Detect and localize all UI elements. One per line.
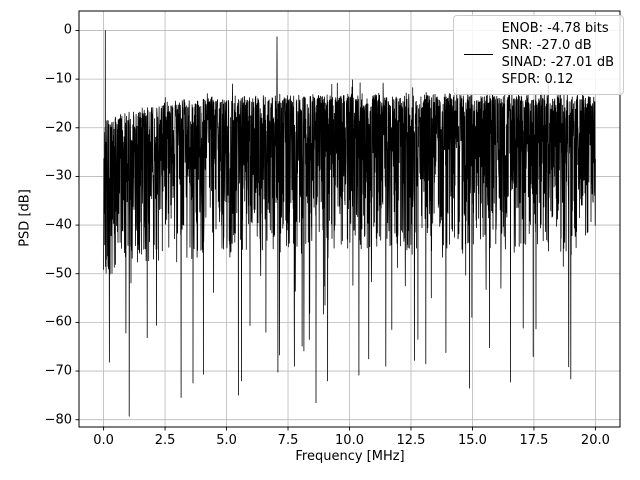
legend-entry-sfdr: SFDR: 0.12: [501, 71, 574, 87]
x-tick-label: 17.5: [519, 433, 549, 448]
legend-text-block: ENOB: -4.78 bits SNR: -27.0 dB SINAD: -2…: [502, 21, 614, 89]
x-tick-label: 20.0: [580, 433, 610, 448]
x-tick-label: 15.0: [457, 433, 487, 448]
x-tick-label: 5.0: [216, 433, 237, 448]
x-axis-label: Frequency [MHz]: [295, 449, 405, 464]
y-tick-label: −20: [44, 120, 72, 136]
axes-spines: [78, 10, 621, 428]
x-tick-label: 12.5: [396, 433, 426, 448]
legend-entry-snr: SNR: -27.0 dB: [501, 37, 592, 53]
psd-trace: [103, 30, 596, 417]
x-tick-label: 7.5: [277, 433, 299, 448]
x-tick-label: 10.0: [335, 433, 364, 448]
y-tick-label: −50: [44, 266, 72, 282]
y-tick-label: −70: [44, 363, 72, 379]
x-tick-label: 2.5: [154, 433, 176, 448]
legend-entry-enob: ENOB: -4.78 bits: [501, 21, 609, 36]
legend-line-sample: [463, 54, 493, 56]
y-tick-label: −40: [44, 217, 72, 233]
y-axis-label: PSD [dB]: [17, 189, 33, 247]
legend: ENOB: -4.78 bits SNR: -27.0 dB SINAD: -2…: [452, 15, 624, 95]
y-tick-label: 0: [63, 22, 72, 38]
y-tick-label: −10: [44, 71, 72, 87]
y-tick-label: −80: [44, 412, 72, 428]
y-tick-label: −60: [44, 314, 72, 330]
x-tick-label: 0.0: [93, 433, 114, 448]
y-tick-label: −30: [44, 168, 72, 184]
legend-entry-sinad: SINAD: -27.01 dB: [501, 54, 614, 70]
